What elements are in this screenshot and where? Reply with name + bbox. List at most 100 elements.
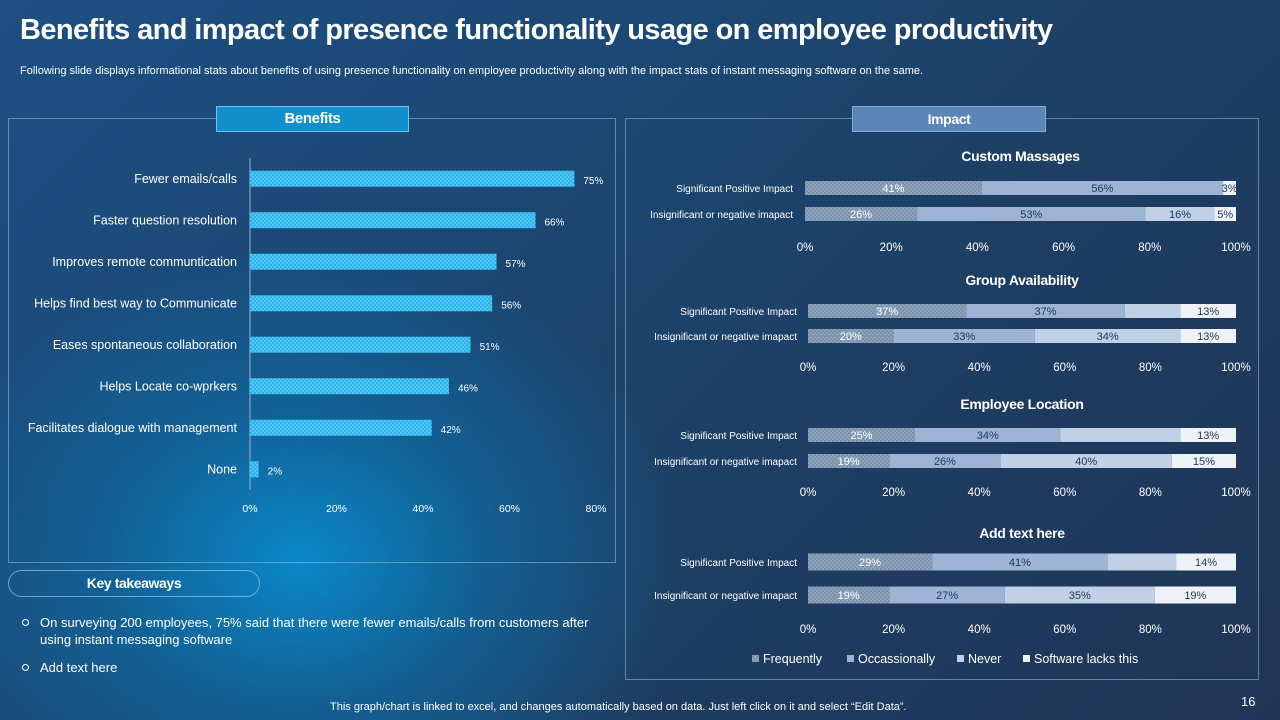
impact-bar-segment[interactable] xyxy=(805,181,982,195)
footer-note: This graph/chart is linked to excel, and… xyxy=(330,701,907,713)
legend-swatch xyxy=(957,655,964,662)
benefits-category-label: Fewer emails/calls xyxy=(134,172,237,186)
legend-swatch xyxy=(1023,655,1030,662)
impact-bar-segment[interactable] xyxy=(1145,207,1215,221)
page-number: 16 xyxy=(1241,694,1256,709)
impact-bar-segment[interactable] xyxy=(915,428,1061,442)
impact-segment-label: 19% xyxy=(1184,590,1206,602)
benefits-category-label: None xyxy=(207,462,237,476)
impact-bar-segment[interactable] xyxy=(1180,428,1236,442)
impact-tick-label: 40% xyxy=(966,242,989,254)
impact-bar-segment[interactable] xyxy=(1214,207,1236,221)
impact-segment-label: 15% xyxy=(1193,456,1215,468)
impact-tick-label: 20% xyxy=(880,242,903,254)
impact-bar-segment[interactable] xyxy=(1060,428,1181,442)
impact-segment-label: 14% xyxy=(1195,557,1217,569)
impact-bar-segment[interactable] xyxy=(1004,586,1155,604)
impact-bar-segment[interactable] xyxy=(1107,553,1177,571)
key-takeaways-tag: Key takeaways xyxy=(8,570,260,597)
impact-bar-segment[interactable] xyxy=(808,428,915,442)
impact-chart-title: Add text here xyxy=(979,525,1065,541)
impact-category-label: Insignificant or negative imapact xyxy=(654,332,797,343)
impact-bar-segment[interactable] xyxy=(1124,304,1181,318)
benefits-category-label: Improves remote communtication xyxy=(52,255,237,269)
impact-stacked-charts[interactable]: Custom Massages Significant Positive Impa… xyxy=(0,0,1280,690)
impact-segment-label: 35% xyxy=(1069,590,1091,602)
bullet-circle-icon xyxy=(22,664,29,671)
impact-segment-label: 5% xyxy=(1217,209,1233,221)
impact-bar-segment[interactable] xyxy=(808,553,933,571)
impact-bar-segment[interactable] xyxy=(808,304,967,318)
benefits-bar-chart[interactable]: Fewer emails/calls 75% Faster question res… xyxy=(0,0,620,560)
bullet-circle-icon xyxy=(22,619,29,626)
impact-tick-label: 80% xyxy=(1139,624,1162,636)
impact-bar-segment[interactable] xyxy=(966,304,1125,318)
legend-label: Software lacks this xyxy=(1034,652,1138,666)
takeaway-item: Add text here xyxy=(22,659,602,676)
benefits-bar[interactable] xyxy=(250,295,493,312)
impact-bar-segment[interactable] xyxy=(981,181,1224,195)
benefits-bar[interactable] xyxy=(250,461,259,478)
impact-segment-label: 3% xyxy=(1222,183,1238,195)
impact-tick-label: 20% xyxy=(882,362,905,374)
impact-bar-segment[interactable] xyxy=(889,586,1005,604)
impact-tick-label: 80% xyxy=(1138,242,1161,254)
impact-tick-label: 20% xyxy=(882,487,905,499)
impact-bar-segment[interactable] xyxy=(808,329,894,343)
impact-segment-label: 37% xyxy=(876,306,898,318)
takeaway-item: On surveying 200 employees, 75% said tha… xyxy=(22,614,602,648)
impact-segment-label: 27% xyxy=(936,590,958,602)
benefits-value-label: 57% xyxy=(506,259,526,270)
impact-segment-label: 34% xyxy=(977,430,999,442)
impact-segment-label: 41% xyxy=(1009,557,1031,569)
impact-tick-label: 100% xyxy=(1221,487,1250,499)
benefits-value-label: 2% xyxy=(268,466,283,477)
impact-segment-label: 25% xyxy=(850,430,872,442)
impact-bar-segment[interactable] xyxy=(932,553,1108,571)
impact-bar-segment[interactable] xyxy=(1223,181,1236,195)
impact-bar-segment[interactable] xyxy=(808,454,890,468)
impact-tick-label: 60% xyxy=(1052,242,1075,254)
benefits-category-label: Faster question resolution xyxy=(93,213,237,227)
benefits-tag: Benefits xyxy=(216,106,409,132)
impact-bar-segment[interactable] xyxy=(1176,553,1236,571)
impact-tick-label: 0% xyxy=(800,487,817,499)
benefits-bar[interactable] xyxy=(250,336,471,353)
benefits-bar[interactable] xyxy=(250,170,575,187)
impact-tick-label: 100% xyxy=(1221,242,1250,254)
impact-tick-label: 0% xyxy=(800,362,817,374)
impact-tick-label: 40% xyxy=(968,487,991,499)
impact-tick-label: 0% xyxy=(800,624,817,636)
impact-segment-label: 13% xyxy=(1197,331,1219,343)
benefits-tick-label: 80% xyxy=(585,503,606,515)
impact-segment-label: 29% xyxy=(859,557,881,569)
impact-category-label: Insignificant or negative imapact xyxy=(654,591,797,602)
impact-segment-label: 19% xyxy=(838,590,860,602)
impact-bar-segment[interactable] xyxy=(917,207,1146,221)
impact-tick-label: 40% xyxy=(968,624,991,636)
impact-bar-segment[interactable] xyxy=(1180,329,1236,343)
benefits-bar[interactable] xyxy=(250,378,449,395)
benefits-value-label: 66% xyxy=(544,217,564,228)
impact-bar-segment[interactable] xyxy=(1154,586,1236,604)
impact-bar-segment[interactable] xyxy=(1034,329,1181,343)
impact-bar-segment[interactable] xyxy=(808,586,890,604)
impact-bar-segment[interactable] xyxy=(1180,304,1236,318)
impact-chart-title: Employee Location xyxy=(960,396,1083,412)
benefits-bar[interactable] xyxy=(250,212,536,229)
impact-segment-label: 19% xyxy=(838,456,860,468)
benefits-bar[interactable] xyxy=(250,253,497,270)
impact-bar-segment[interactable] xyxy=(805,207,918,221)
benefits-category-label: Helps find best way to Communicate xyxy=(34,296,237,310)
benefits-value-label: 51% xyxy=(480,342,500,353)
impact-category-label: Insignificant or negative imapact xyxy=(654,457,797,468)
impact-bar-segment[interactable] xyxy=(893,329,1035,343)
impact-bar-segment[interactable] xyxy=(1171,454,1236,468)
impact-category-label: Significant Positive Impact xyxy=(676,184,793,195)
impact-tick-label: 80% xyxy=(1139,487,1162,499)
benefits-bar[interactable] xyxy=(250,419,432,436)
impact-tag: Impact xyxy=(852,106,1046,132)
impact-bar-segment[interactable] xyxy=(889,454,1001,468)
legend-label: Never xyxy=(968,652,1001,666)
impact-bar-segment[interactable] xyxy=(1000,454,1172,468)
